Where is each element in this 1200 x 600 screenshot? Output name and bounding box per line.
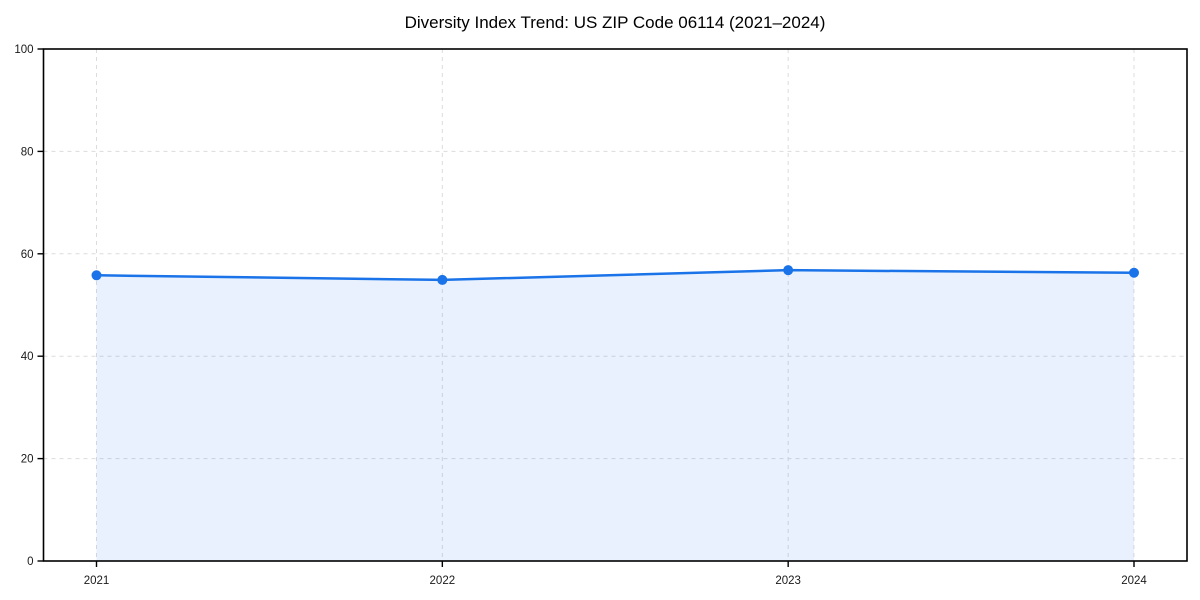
data-point	[783, 265, 794, 276]
y-tick-label: 60	[21, 249, 34, 261]
y-tick-label: 40	[21, 351, 34, 363]
data-point	[437, 274, 448, 285]
y-tick-label: 0	[27, 556, 33, 568]
x-tick-label: 2022	[430, 575, 456, 587]
x-tick-label: 2024	[1121, 575, 1147, 587]
y-tick-label: 100	[14, 44, 33, 56]
x-tick-label: 2021	[84, 575, 110, 587]
area-fill	[96, 270, 1134, 561]
chart-title: Diversity Index Trend: US ZIP Code 06114…	[404, 13, 826, 32]
data-point	[1129, 267, 1139, 278]
plot-border	[42, 48, 1188, 562]
x-tick-label: 2023	[775, 575, 801, 587]
trend-line	[95, 268, 1136, 282]
data-point	[91, 270, 102, 281]
y-tick-label: 80	[21, 146, 34, 158]
y-tick-label: 20	[21, 454, 34, 466]
